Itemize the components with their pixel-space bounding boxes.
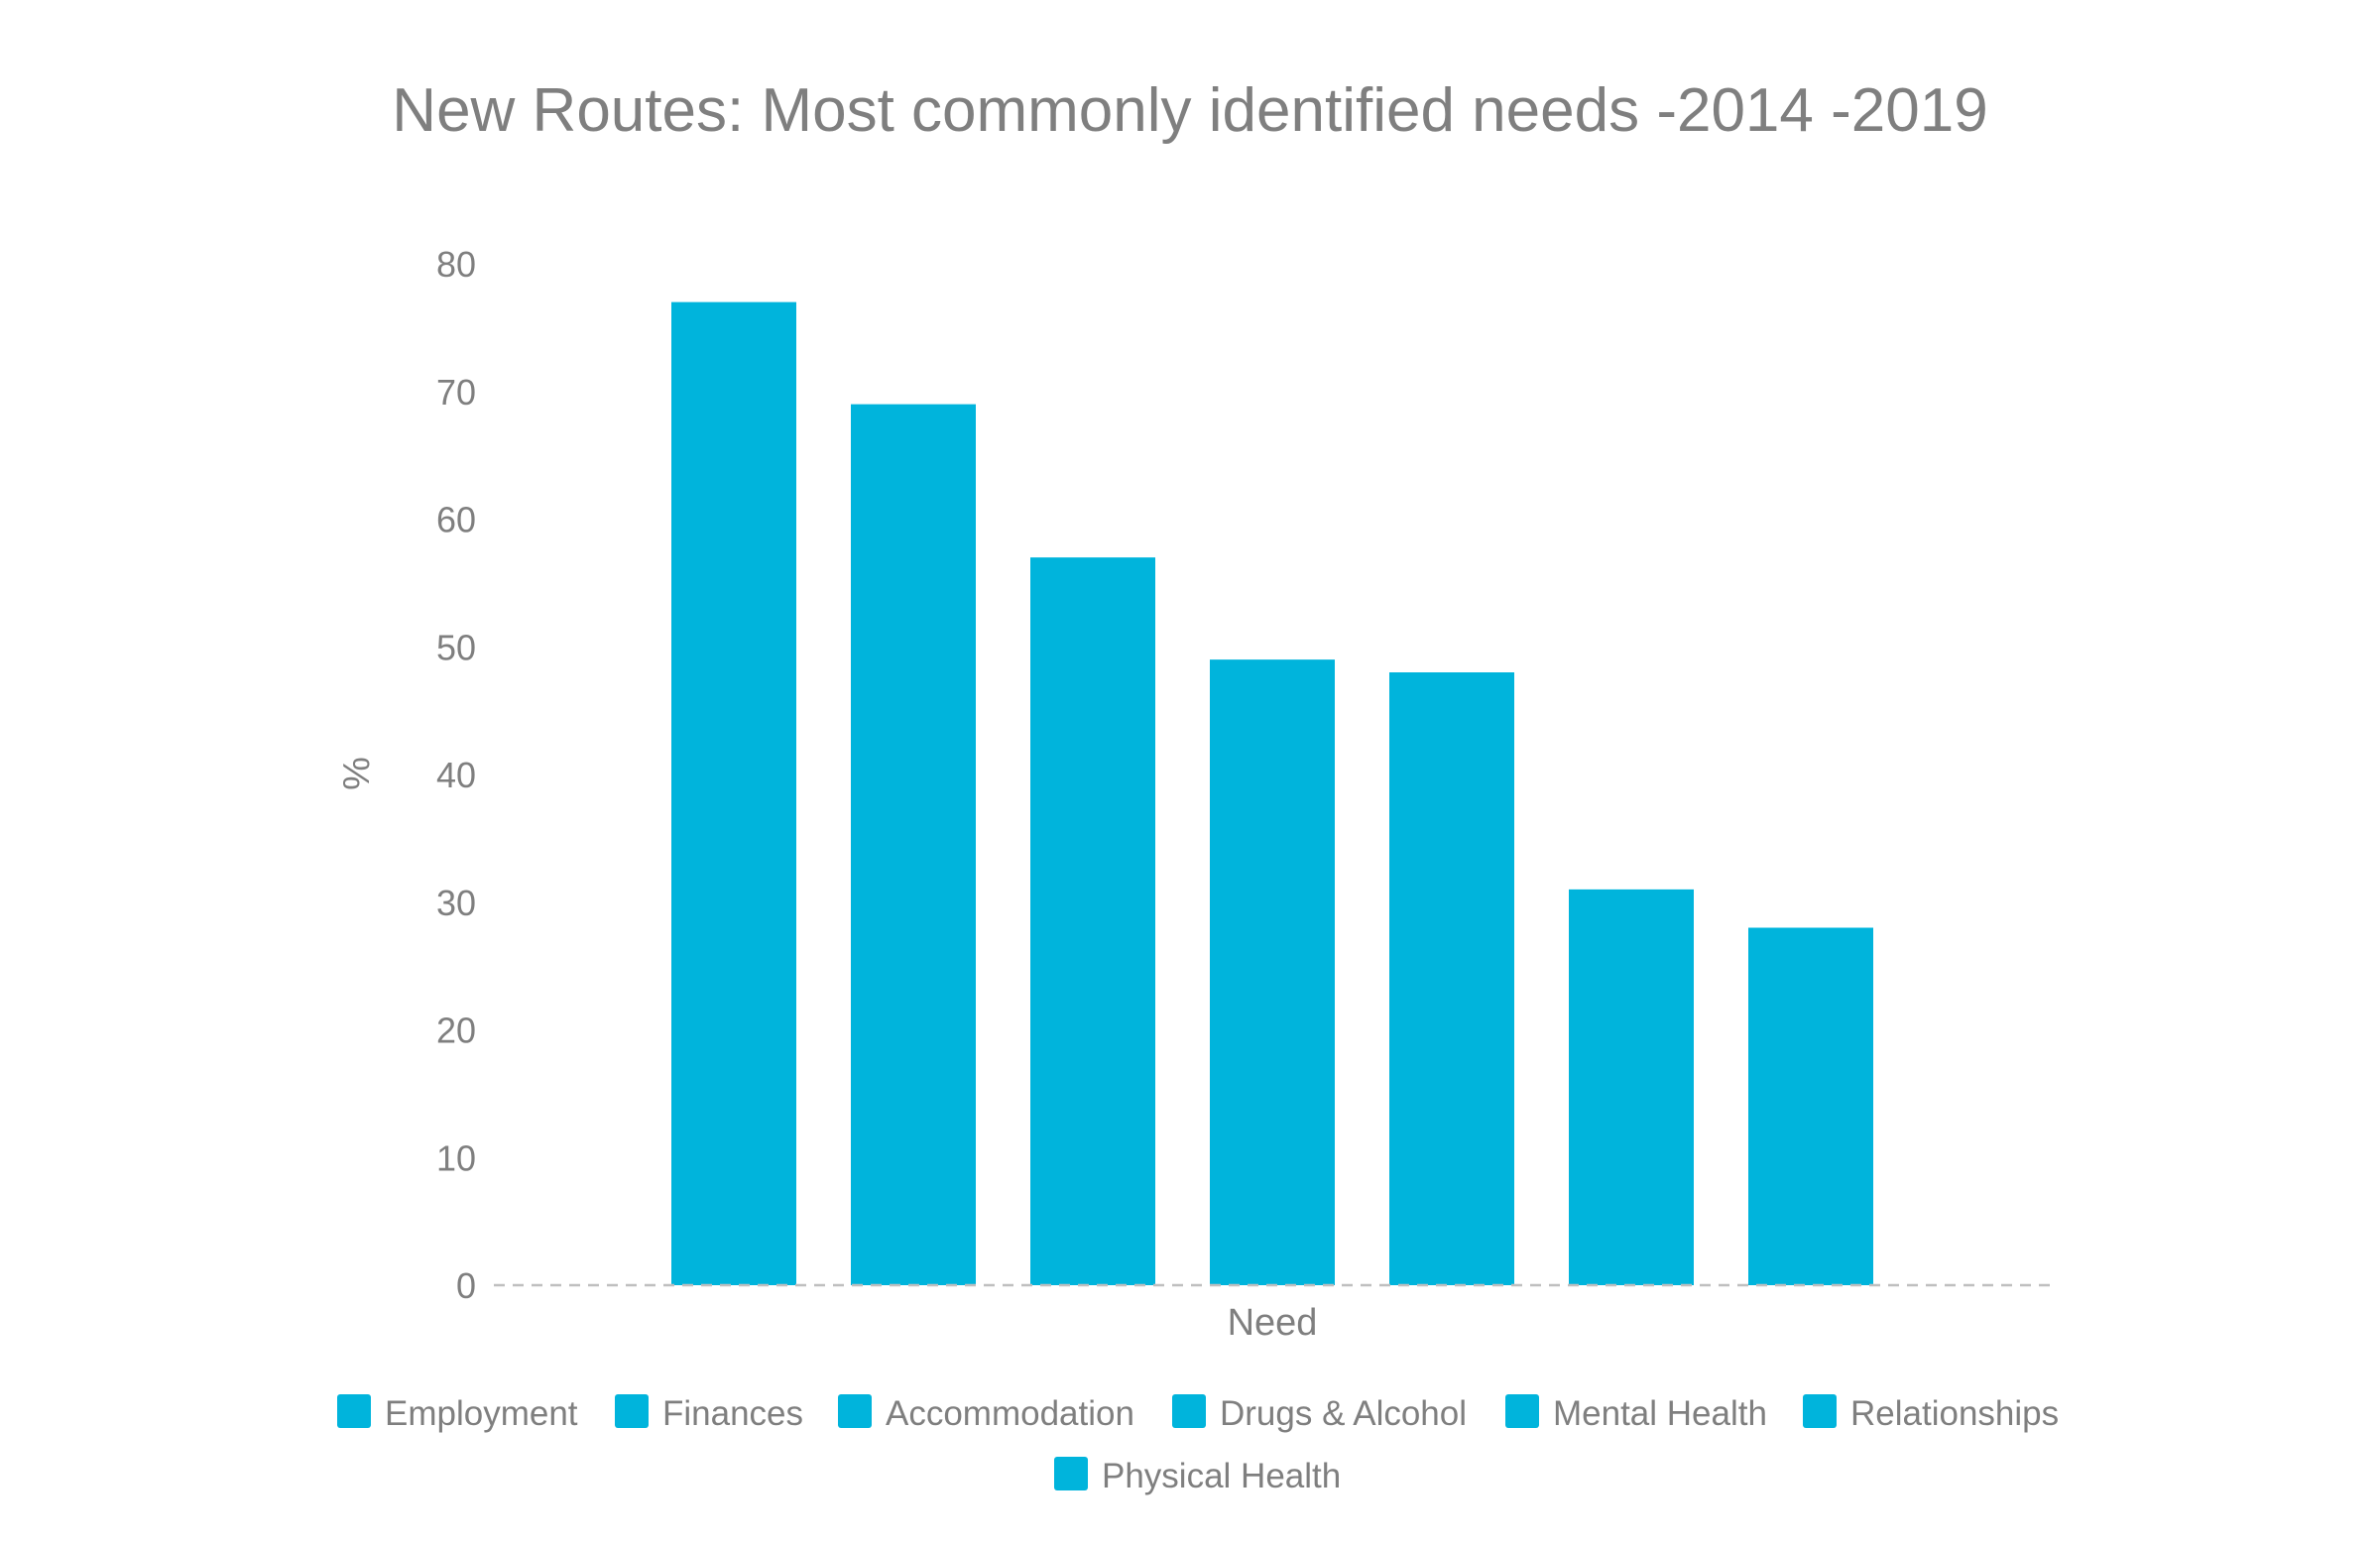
legend-label: Physical Health [1102, 1457, 1341, 1495]
bar [671, 301, 796, 1285]
legend-label: Mental Health [1553, 1394, 1767, 1433]
legend-swatch [1054, 1457, 1088, 1490]
legend-swatch [337, 1394, 371, 1428]
bar [1748, 927, 1873, 1285]
y-tick-label: 20 [436, 1011, 476, 1051]
bars [671, 301, 1873, 1285]
bar [1030, 557, 1155, 1285]
bar [1210, 659, 1335, 1285]
legend: Employment Finances Accommodation Drugs & A… [337, 1394, 2059, 1495]
bar [1389, 672, 1514, 1285]
y-axis-title: % [336, 757, 378, 790]
y-tick-label: 10 [436, 1137, 476, 1178]
legend-swatch [615, 1394, 649, 1428]
legend-label: Relationships [1850, 1394, 2059, 1433]
legend-swatch [838, 1394, 872, 1428]
y-tick-label: 70 [436, 372, 476, 413]
legend-swatch [1803, 1394, 1837, 1428]
legend-swatch [1505, 1394, 1539, 1428]
y-tick-label: 80 [436, 244, 476, 285]
x-axis-title: Need [1228, 1302, 1318, 1344]
legend-label: Finances [662, 1394, 803, 1433]
legend-label: Employment [385, 1394, 578, 1433]
y-tick-label: 50 [436, 627, 476, 667]
y-tick-label: 40 [436, 755, 476, 795]
bar [1569, 889, 1694, 1285]
chart-title: New Routes: Most commonly identified nee… [392, 76, 1987, 145]
y-tick-label: 30 [436, 883, 476, 923]
y-tick-label: 60 [436, 500, 476, 540]
legend-swatch [1172, 1394, 1206, 1428]
bar [851, 404, 976, 1285]
y-axis-ticks: 0 10 20 30 40 50 60 70 80 [436, 244, 476, 1306]
legend-label: Accommodation [886, 1394, 1134, 1433]
y-tick-label: 0 [456, 1265, 476, 1306]
legend-label: Drugs & Alcohol [1220, 1394, 1467, 1433]
